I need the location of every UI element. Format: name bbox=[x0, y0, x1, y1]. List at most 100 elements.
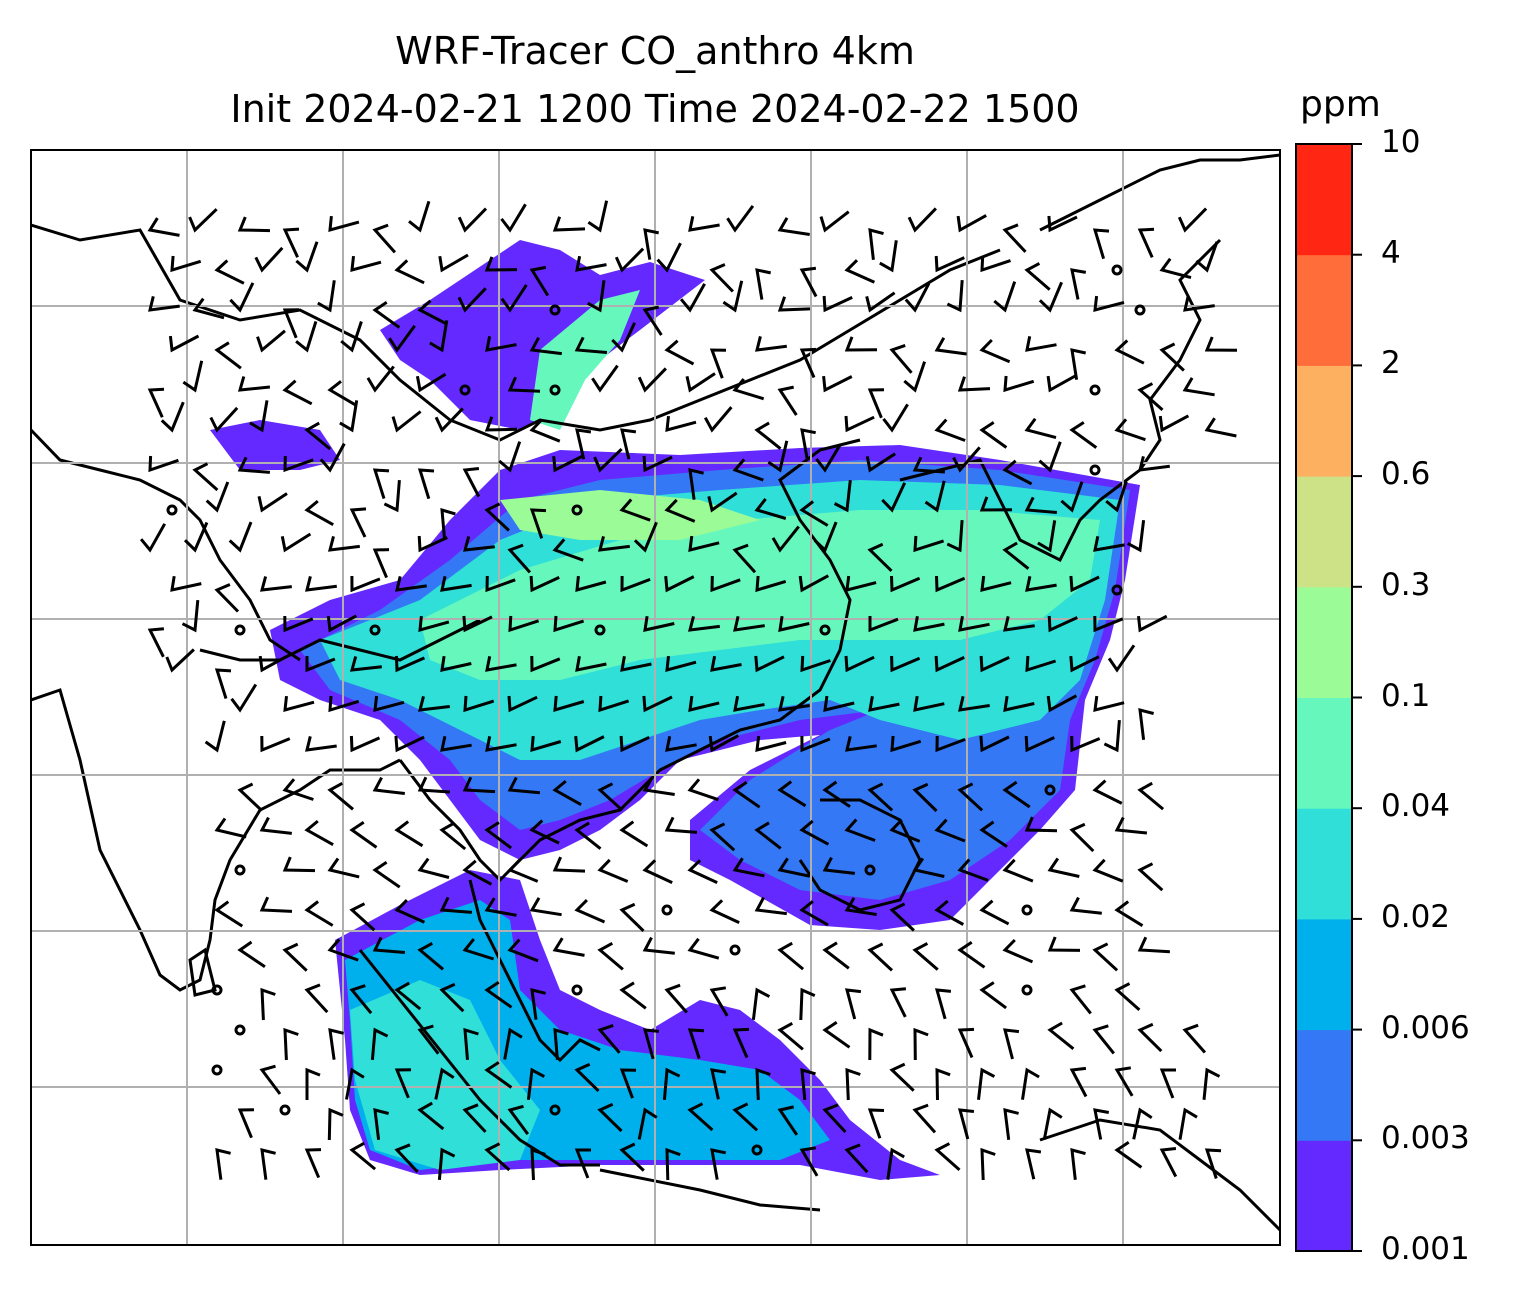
wind-barb bbox=[394, 981, 422, 1011]
wind-barb bbox=[799, 347, 817, 379]
wind-barb bbox=[1070, 268, 1087, 300]
wind-barb bbox=[373, 1108, 389, 1140]
wind-barb bbox=[935, 735, 966, 753]
wind-barb bbox=[574, 336, 608, 354]
wind-barb bbox=[485, 575, 516, 593]
tracer-region-main-green bbox=[420, 510, 1100, 680]
wind-barb bbox=[913, 695, 945, 712]
wind-barb bbox=[1137, 936, 1170, 954]
wind-barb bbox=[463, 695, 495, 713]
wind-barb bbox=[1002, 858, 1034, 883]
wind-barb bbox=[1114, 339, 1145, 365]
wind-barb bbox=[708, 734, 740, 753]
wind-barb bbox=[755, 268, 772, 300]
wind-barb bbox=[417, 1101, 445, 1131]
wind-barb bbox=[619, 498, 651, 522]
wind-barb bbox=[710, 1068, 727, 1100]
wind-barb bbox=[394, 655, 426, 673]
wind-barb bbox=[1137, 382, 1164, 412]
wind-barb bbox=[662, 1067, 681, 1101]
wind-barb bbox=[1137, 862, 1164, 892]
wind-barb bbox=[1105, 481, 1128, 513]
wind-barb bbox=[209, 406, 239, 433]
wind-barb bbox=[349, 1141, 377, 1171]
wind-barb bbox=[732, 543, 757, 574]
wind-barb bbox=[778, 695, 810, 712]
wind-barb bbox=[1202, 1067, 1221, 1100]
wind-barb bbox=[1002, 938, 1034, 964]
wind-barb bbox=[257, 492, 288, 513]
wind-barb bbox=[485, 656, 517, 672]
wind-barb bbox=[912, 857, 945, 878]
wind-barb bbox=[282, 227, 300, 258]
wind-barb bbox=[372, 468, 390, 500]
wind-barb bbox=[256, 329, 286, 353]
wind-barb bbox=[822, 856, 855, 875]
wind-barb bbox=[260, 987, 276, 1021]
wind-barb bbox=[642, 305, 663, 336]
wind-barb bbox=[1114, 418, 1146, 442]
wind-barb bbox=[574, 735, 605, 753]
wind-barb bbox=[507, 938, 539, 963]
wind-barb bbox=[507, 1104, 530, 1135]
wind-barb bbox=[440, 735, 472, 752]
wind-barb bbox=[259, 1064, 282, 1095]
wind-barb bbox=[214, 259, 245, 285]
wind-barb bbox=[462, 859, 493, 886]
calm-wind-marker bbox=[211, 984, 223, 996]
wind-barb bbox=[889, 1062, 915, 1092]
wind-barb bbox=[394, 820, 424, 848]
colorbar-tick-label: 0.006 bbox=[1381, 1009, 1470, 1046]
wind-barb bbox=[304, 983, 329, 1014]
wind-barb bbox=[619, 1142, 645, 1172]
wind-barb bbox=[462, 776, 496, 794]
wind-barb bbox=[867, 542, 893, 572]
calm-wind-marker bbox=[1021, 904, 1033, 916]
wind-barb bbox=[434, 407, 464, 433]
wind-barb bbox=[800, 428, 816, 460]
wind-barb bbox=[1025, 575, 1057, 592]
wind-barb bbox=[726, 205, 755, 233]
colorbar-tick-label: 10 bbox=[1381, 124, 1421, 160]
wind-barb bbox=[1114, 982, 1141, 1012]
wind-barb bbox=[586, 280, 606, 313]
wind-barb bbox=[822, 295, 853, 313]
wind-barb bbox=[1046, 694, 1078, 713]
wind-barb bbox=[710, 1148, 727, 1180]
wind-barb bbox=[958, 695, 990, 712]
wind-barb bbox=[417, 857, 450, 879]
wind-barb bbox=[844, 259, 876, 284]
wind-barb bbox=[1093, 535, 1125, 552]
wind-barb bbox=[1137, 614, 1168, 633]
wind-barb bbox=[394, 259, 425, 285]
wind-barb bbox=[438, 253, 469, 273]
wind-barb bbox=[457, 207, 488, 233]
wind-barb bbox=[732, 1027, 750, 1059]
wind-barb bbox=[819, 210, 850, 233]
wind-barb bbox=[1204, 336, 1238, 352]
wind-barb bbox=[574, 1148, 591, 1179]
wind-barb bbox=[1092, 1024, 1115, 1055]
map-title-line2: Init 2024-02-21 1200 Time 2024-02-22 150… bbox=[230, 87, 1080, 131]
wind-barb bbox=[328, 215, 360, 233]
wind-barb bbox=[664, 575, 695, 593]
wind-barb bbox=[349, 656, 382, 672]
wind-barb bbox=[1159, 1068, 1176, 1099]
wind-barb bbox=[394, 1143, 419, 1173]
wind-barb bbox=[139, 523, 167, 553]
calm-wind-marker bbox=[661, 904, 673, 916]
wind-barb bbox=[665, 415, 697, 433]
wind-barb bbox=[526, 1067, 546, 1100]
wind-barb bbox=[1092, 942, 1119, 972]
wind-barb bbox=[687, 1102, 714, 1132]
tracer-region-north bbox=[380, 240, 705, 430]
wind-barb bbox=[370, 1027, 389, 1061]
wind-barb bbox=[1003, 616, 1035, 632]
wind-barb bbox=[913, 1027, 929, 1061]
wind-barb bbox=[552, 538, 584, 562]
calm-wind-marker bbox=[1111, 584, 1123, 596]
wind-barb bbox=[259, 816, 292, 835]
wind-barb bbox=[598, 695, 630, 713]
wind-barb bbox=[958, 615, 990, 632]
wind-barb bbox=[755, 575, 787, 593]
